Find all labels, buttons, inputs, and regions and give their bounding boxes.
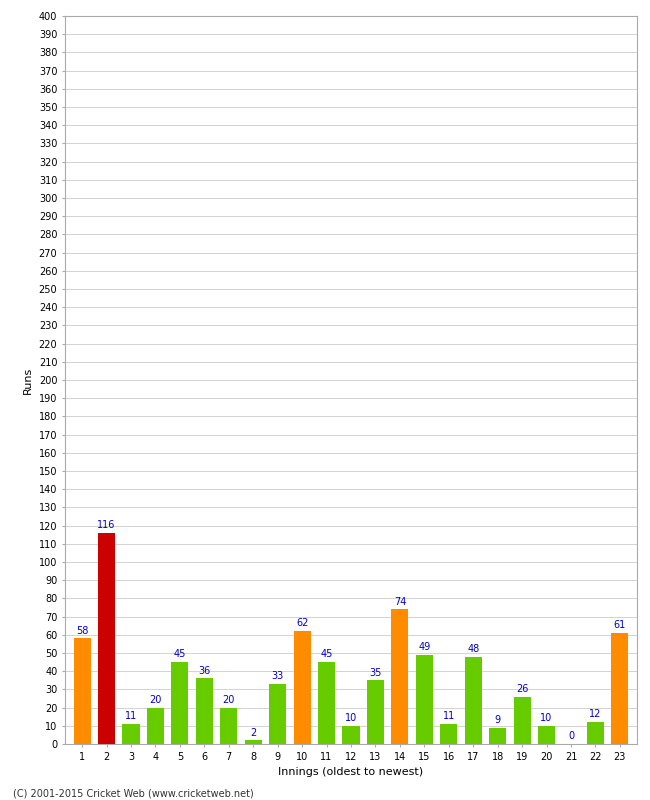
- Text: 35: 35: [369, 667, 382, 678]
- Bar: [98, 533, 115, 744]
- Bar: [244, 740, 262, 744]
- Bar: [196, 678, 213, 744]
- Bar: [367, 680, 384, 744]
- Text: 116: 116: [98, 520, 116, 530]
- Text: 58: 58: [76, 626, 88, 636]
- Text: 45: 45: [174, 650, 186, 659]
- Text: 33: 33: [272, 671, 284, 682]
- Bar: [391, 610, 408, 744]
- Bar: [172, 662, 188, 744]
- Bar: [220, 707, 237, 744]
- Text: (C) 2001-2015 Cricket Web (www.cricketweb.net): (C) 2001-2015 Cricket Web (www.cricketwe…: [13, 788, 254, 798]
- Bar: [538, 726, 555, 744]
- Text: 9: 9: [495, 715, 501, 725]
- Bar: [147, 707, 164, 744]
- Bar: [343, 726, 359, 744]
- Bar: [440, 724, 458, 744]
- Text: 11: 11: [125, 711, 137, 722]
- Bar: [514, 697, 530, 744]
- Text: 12: 12: [590, 710, 602, 719]
- Text: 10: 10: [345, 713, 357, 723]
- Bar: [122, 724, 140, 744]
- Bar: [489, 728, 506, 744]
- Text: 2: 2: [250, 728, 256, 738]
- Text: 49: 49: [418, 642, 430, 652]
- Text: 10: 10: [540, 713, 552, 723]
- Text: 45: 45: [320, 650, 333, 659]
- Bar: [269, 684, 286, 744]
- Text: 36: 36: [198, 666, 211, 676]
- Bar: [612, 633, 629, 744]
- Text: 0: 0: [568, 731, 574, 742]
- Text: 20: 20: [150, 695, 162, 705]
- Bar: [318, 662, 335, 744]
- Text: 26: 26: [516, 684, 528, 694]
- Bar: [465, 657, 482, 744]
- Text: 74: 74: [394, 597, 406, 606]
- Text: 48: 48: [467, 644, 479, 654]
- Y-axis label: Runs: Runs: [23, 366, 33, 394]
- Text: 20: 20: [222, 695, 235, 705]
- Text: 11: 11: [443, 711, 455, 722]
- Text: 61: 61: [614, 620, 626, 630]
- Bar: [294, 631, 311, 744]
- Text: 62: 62: [296, 618, 308, 629]
- X-axis label: Innings (oldest to newest): Innings (oldest to newest): [278, 767, 424, 777]
- Bar: [73, 638, 90, 744]
- Bar: [587, 722, 604, 744]
- Bar: [416, 655, 433, 744]
